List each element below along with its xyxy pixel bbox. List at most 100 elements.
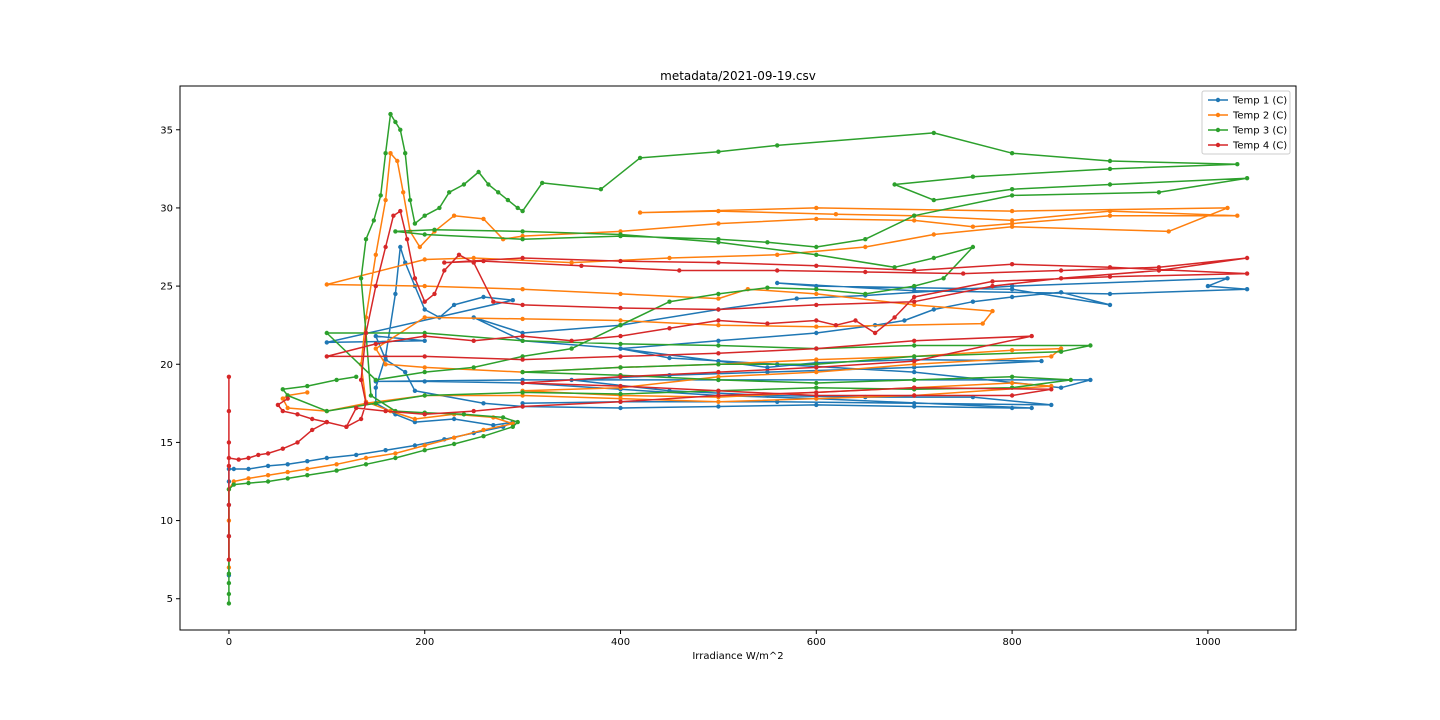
- data-point: [872, 330, 878, 336]
- data-point: [1058, 385, 1064, 390]
- data-point: [1244, 271, 1250, 276]
- data-point: [931, 307, 936, 312]
- data-point: [226, 408, 232, 414]
- data-point: [814, 283, 819, 289]
- data-point: [775, 268, 780, 273]
- data-point: [373, 346, 378, 351]
- data-point: [373, 385, 378, 390]
- data-point: [814, 216, 819, 222]
- data-point: [1009, 294, 1015, 300]
- data-point: [814, 369, 819, 375]
- data-point: [456, 252, 462, 257]
- data-point: [520, 404, 525, 409]
- data-point: [422, 330, 427, 336]
- data-point: [765, 240, 770, 245]
- data-point: [814, 362, 819, 367]
- x-tick-label: 1000: [1195, 637, 1220, 648]
- data-point: [912, 299, 917, 304]
- data-point: [422, 448, 427, 453]
- series-line: [228, 246, 1248, 576]
- data-point: [1049, 354, 1054, 359]
- data-point: [716, 399, 721, 404]
- data-point: [520, 338, 525, 343]
- data-point: [1225, 276, 1230, 281]
- data-point: [1009, 221, 1015, 226]
- data-point: [912, 358, 917, 364]
- data-point: [618, 333, 623, 339]
- data-point: [1009, 283, 1015, 289]
- data-point: [305, 390, 310, 395]
- data-point: [833, 323, 839, 328]
- data-point: [569, 338, 574, 343]
- data-point: [520, 208, 525, 214]
- data-point: [1244, 176, 1250, 181]
- data-point: [354, 405, 359, 411]
- data-point: [1009, 262, 1015, 267]
- data-point: [285, 476, 290, 481]
- data-point: [442, 268, 447, 273]
- data-point: [447, 190, 452, 195]
- data-point: [422, 232, 427, 237]
- legend: Temp 1 (C) Temp 2 (C) Temp 3 (C) Temp 4 (C): [1201, 90, 1291, 155]
- data-point: [373, 333, 378, 339]
- data-point: [618, 405, 623, 411]
- data-point: [912, 343, 917, 348]
- data-point: [1107, 302, 1113, 308]
- data-point: [618, 291, 623, 297]
- data-point: [833, 212, 839, 217]
- data-point: [892, 315, 897, 320]
- data-point: [765, 321, 770, 326]
- data-point: [280, 408, 285, 414]
- data-point: [383, 357, 388, 362]
- data-point: [716, 388, 721, 393]
- data-point: [275, 402, 281, 408]
- data-point: [510, 424, 515, 429]
- data-point: [716, 374, 721, 379]
- data-point: [422, 213, 427, 218]
- data-point: [1058, 349, 1064, 354]
- data-point: [481, 434, 486, 439]
- data-point: [814, 390, 819, 395]
- data-point: [814, 324, 819, 329]
- data-point: [902, 318, 907, 323]
- data-point: [491, 299, 496, 304]
- y-axis: 5 10 15 20 25 30 35: [160, 125, 180, 605]
- data-point: [471, 255, 476, 261]
- data-point: [1107, 274, 1113, 279]
- data-point: [618, 229, 623, 234]
- data-point: [437, 205, 442, 211]
- data-point: [363, 462, 369, 467]
- data-point: [912, 354, 917, 359]
- data-point: [814, 380, 819, 386]
- data-point: [970, 174, 976, 179]
- data-point: [363, 237, 369, 242]
- data-point: [422, 369, 427, 375]
- data-point: [716, 240, 721, 245]
- data-point: [1244, 287, 1250, 292]
- plot-area: [226, 111, 1250, 606]
- data-point: [422, 354, 427, 359]
- data-point: [310, 427, 315, 433]
- data-point: [1088, 377, 1093, 383]
- data-point: [1225, 205, 1230, 211]
- data-point: [407, 197, 413, 203]
- data-point: [765, 369, 770, 375]
- data-point: [422, 315, 427, 320]
- legend-label: Temp 3 (C): [1232, 126, 1287, 137]
- data-point: [461, 182, 467, 187]
- data-point: [579, 263, 584, 268]
- data-point: [618, 318, 623, 323]
- data-point: [980, 321, 985, 326]
- legend-marker: [1215, 127, 1221, 133]
- data-point: [378, 193, 383, 198]
- data-point: [912, 393, 917, 398]
- data-point: [990, 279, 995, 284]
- data-point: [520, 333, 525, 339]
- data-point: [794, 296, 799, 301]
- data-point: [393, 455, 398, 461]
- data-point: [1107, 208, 1113, 214]
- data-point: [863, 244, 868, 250]
- legend-item: Temp 3 (C): [1208, 126, 1287, 137]
- legend-item: Temp 2 (C): [1208, 111, 1287, 122]
- data-point: [892, 265, 897, 270]
